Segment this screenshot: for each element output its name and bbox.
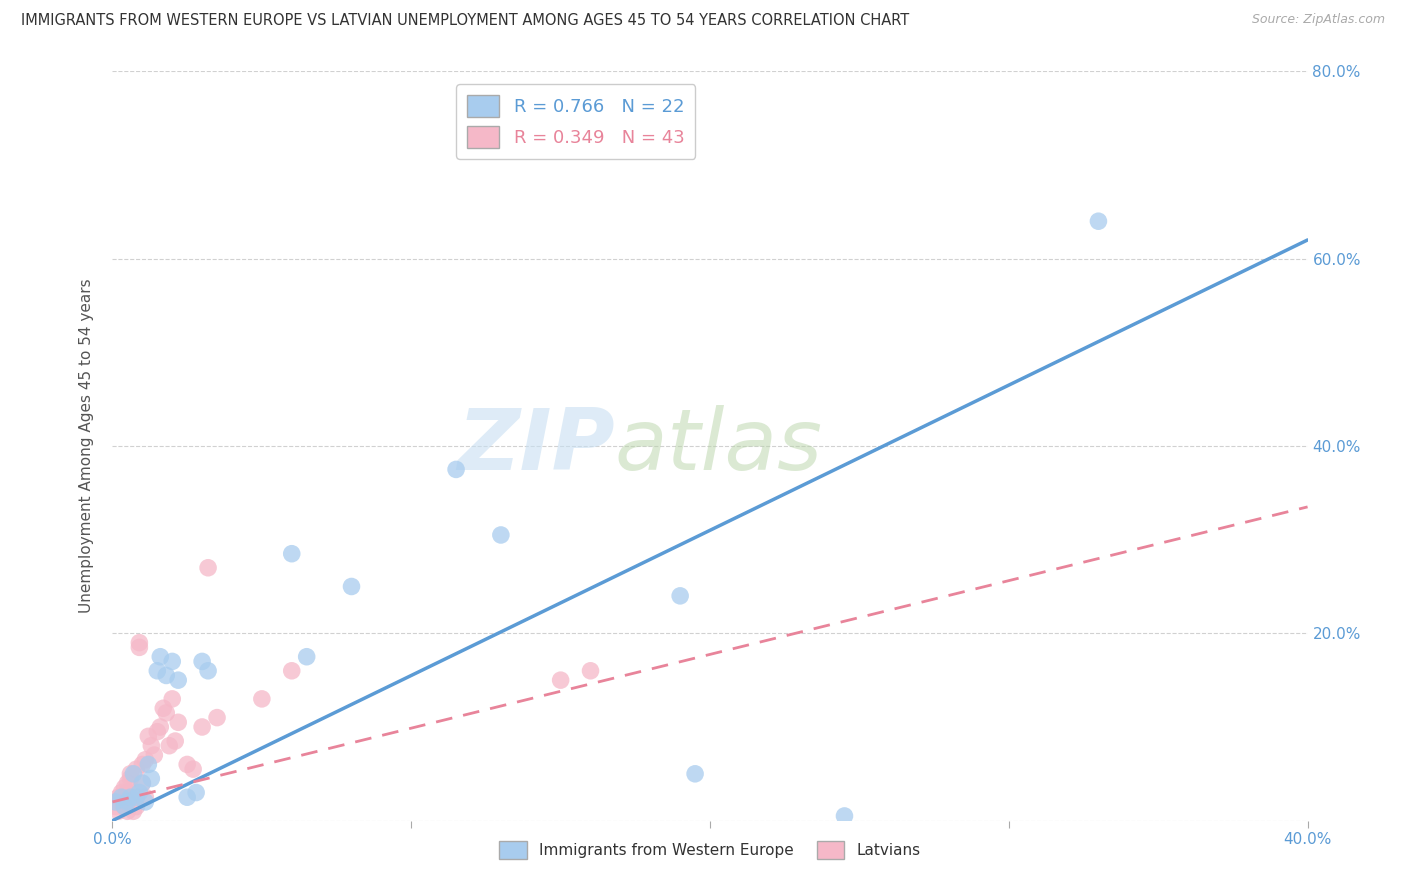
Point (122, 805, 145, 819)
Point (134, 790, 156, 805)
Point (120, 790, 142, 805)
Point (146, 664, 169, 678)
Point (205, 710, 228, 724)
Point (110, 786, 132, 800)
Text: atlas: atlas (614, 404, 823, 488)
Point (167, 673, 190, 688)
Point (122, 790, 145, 805)
Point (104, 799, 127, 814)
Point (489, 528, 512, 542)
Point (155, 668, 177, 682)
Point (181, 762, 204, 776)
Point (120, 767, 142, 781)
Point (107, 790, 129, 805)
Point (128, 635, 150, 649)
Point (107, 805, 129, 819)
Point (114, 799, 135, 814)
Point (120, 772, 142, 786)
Point (131, 776, 153, 790)
Point (110, 795, 132, 809)
Point (104, 795, 127, 809)
Point (155, 706, 177, 720)
Point (281, 664, 304, 678)
Point (162, 655, 183, 669)
Point (125, 790, 148, 805)
Point (117, 805, 139, 819)
Point (146, 724, 169, 739)
Point (110, 790, 132, 805)
Point (162, 692, 183, 706)
Point (1357, 730, 1379, 744)
Text: Source: ZipAtlas.com: Source: ZipAtlas.com (1251, 13, 1385, 27)
Point (683, 767, 706, 781)
Y-axis label: Unemployment Among Ages 45 to 54 years: Unemployment Among Ages 45 to 54 years (79, 278, 94, 614)
Point (138, 757, 160, 772)
Point (176, 790, 198, 805)
Point (125, 799, 148, 814)
Point (122, 767, 145, 781)
Point (125, 762, 148, 776)
Point (141, 739, 163, 753)
Point (669, 589, 692, 603)
Point (114, 799, 135, 814)
Text: ZIP: ZIP (457, 404, 614, 488)
Point (167, 715, 190, 730)
Point (281, 547, 304, 561)
Point (134, 795, 156, 809)
Point (579, 664, 602, 678)
Point (340, 580, 363, 594)
Point (143, 747, 166, 762)
Point (250, 692, 273, 706)
Text: IMMIGRANTS FROM WESTERN EUROPE VS LATVIAN UNEMPLOYMENT AMONG AGES 45 TO 54 YEARS: IMMIGRANTS FROM WESTERN EUROPE VS LATVIA… (21, 13, 910, 29)
Point (134, 753, 156, 767)
Point (176, 757, 198, 772)
Point (295, 649, 318, 664)
Point (165, 734, 187, 748)
Point (197, 664, 219, 678)
Legend: Immigrants from Western Europe, Latvians: Immigrants from Western Europe, Latvians (494, 835, 927, 865)
Point (444, 462, 467, 476)
Point (117, 795, 139, 809)
Point (117, 786, 139, 800)
Point (149, 720, 172, 734)
Point (114, 780, 135, 795)
Point (104, 795, 127, 809)
Point (131, 757, 153, 772)
Point (197, 561, 219, 575)
Point (1087, 214, 1109, 228)
Point (149, 649, 172, 664)
Point (834, 809, 856, 823)
Point (141, 772, 163, 786)
Point (152, 701, 174, 715)
Point (550, 673, 572, 688)
Point (186, 786, 208, 800)
Point (131, 776, 153, 790)
Point (138, 730, 160, 744)
Point (191, 720, 214, 734)
Point (128, 640, 150, 655)
Point (157, 739, 180, 753)
Point (128, 786, 150, 800)
Point (191, 655, 214, 669)
Point (117, 776, 139, 790)
